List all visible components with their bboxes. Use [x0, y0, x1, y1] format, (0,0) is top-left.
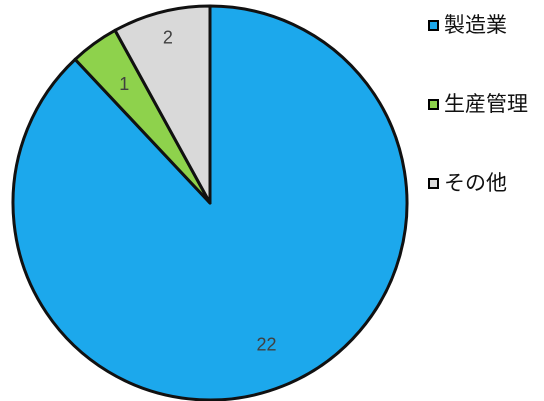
legend-swatch-other	[428, 178, 439, 189]
data-label-production-management: 1	[119, 74, 129, 94]
legend-swatch-manufacturing	[428, 20, 439, 31]
legend-label-production-management: 生産管理	[444, 92, 528, 116]
legend-label-other: その他	[444, 171, 507, 195]
legend-item-production-management: 生産管理	[424, 85, 542, 125]
legend-swatch-production-management	[428, 99, 439, 110]
pie-slice-other	[113, 4, 212, 205]
legend-item-other: その他	[424, 164, 542, 204]
pie-slice-manufacturing	[11, 4, 409, 401]
legend-item-manufacturing: 製造業	[424, 6, 542, 46]
legend: 製造業 生産管理 その他	[424, 6, 542, 243]
legend-label-manufacturing: 製造業	[444, 13, 507, 37]
data-label-manufacturing: 22	[257, 335, 277, 355]
data-label-other: 2	[163, 28, 173, 48]
